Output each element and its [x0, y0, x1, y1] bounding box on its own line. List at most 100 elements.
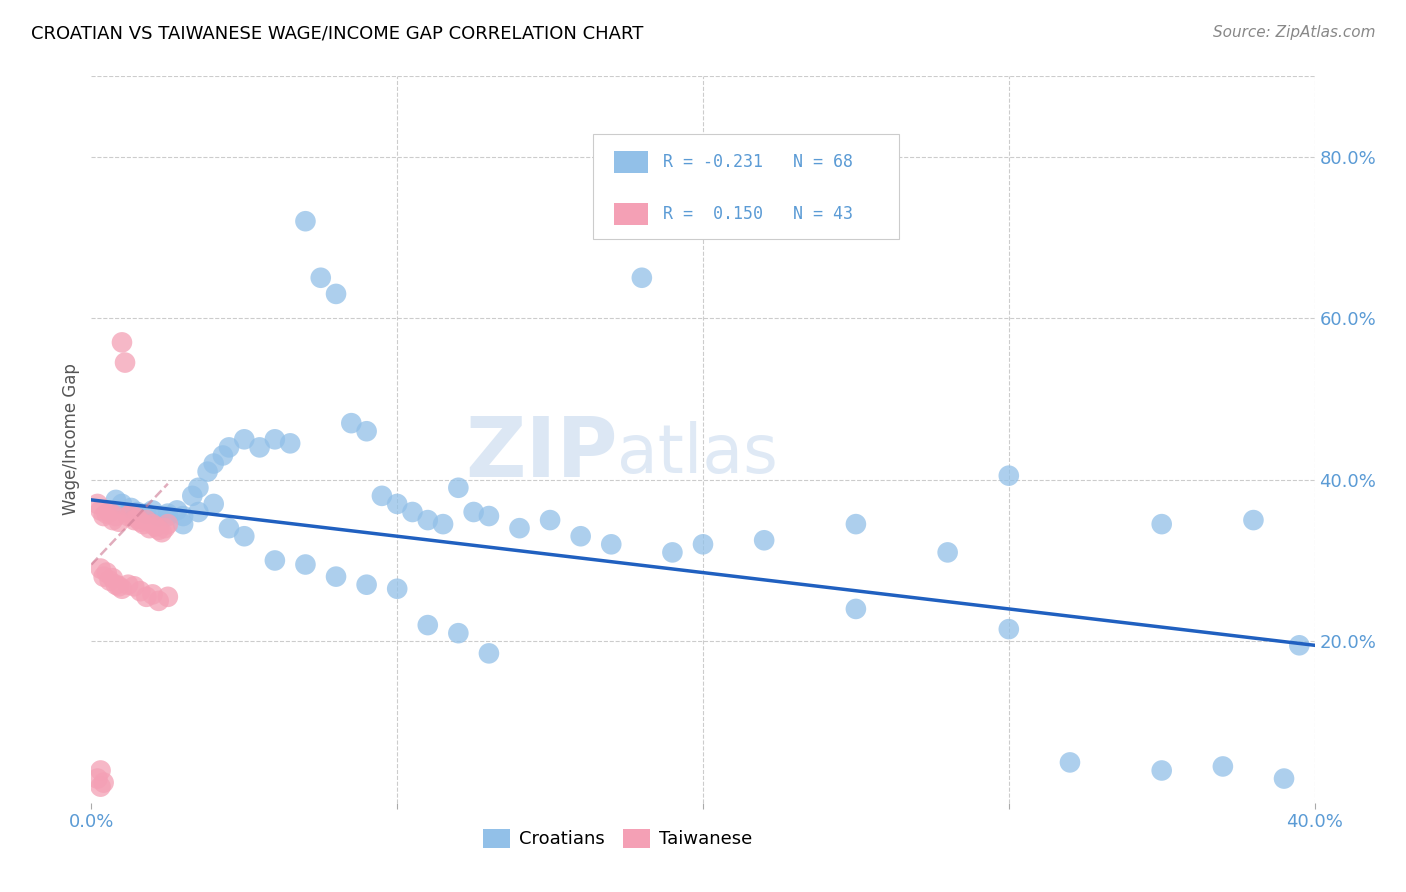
- Point: [202, 497, 225, 511]
- Point: [98, 574, 121, 588]
- Point: [181, 489, 204, 503]
- Point: [325, 287, 347, 301]
- Point: [233, 432, 256, 446]
- Point: [120, 507, 142, 521]
- Point: [90, 764, 112, 778]
- Point: [218, 521, 240, 535]
- Point: [264, 553, 287, 567]
- Point: [114, 355, 136, 369]
- Y-axis label: Wage/Income Gap: Wage/Income Gap: [62, 363, 80, 516]
- Point: [108, 515, 131, 529]
- Point: [309, 270, 332, 285]
- Point: [385, 497, 409, 511]
- Point: [1288, 638, 1310, 652]
- Point: [93, 509, 115, 524]
- Point: [145, 519, 167, 533]
- Point: [278, 436, 301, 450]
- Point: [325, 569, 347, 583]
- Point: [98, 505, 121, 519]
- Text: R =  0.150   N = 43: R = 0.150 N = 43: [662, 205, 852, 223]
- Point: [141, 517, 163, 532]
- Point: [569, 529, 592, 543]
- Point: [172, 509, 194, 524]
- Point: [233, 529, 256, 543]
- Bar: [613, 203, 648, 225]
- Point: [86, 772, 108, 786]
- Point: [432, 517, 454, 532]
- Point: [1212, 759, 1234, 773]
- Point: [478, 509, 501, 524]
- Point: [127, 505, 149, 519]
- Point: [936, 545, 959, 559]
- Point: [108, 579, 131, 593]
- Point: [1150, 517, 1173, 532]
- Point: [117, 509, 139, 524]
- Point: [93, 775, 115, 789]
- Point: [754, 533, 776, 548]
- Point: [138, 521, 160, 535]
- Point: [401, 505, 423, 519]
- Point: [1150, 764, 1173, 778]
- Point: [111, 335, 134, 350]
- Point: [111, 497, 134, 511]
- Point: [166, 503, 188, 517]
- Point: [156, 517, 179, 532]
- Point: [416, 513, 439, 527]
- Point: [148, 509, 170, 524]
- Point: [122, 579, 145, 593]
- Point: [1059, 756, 1081, 770]
- Point: [150, 525, 173, 540]
- Point: [356, 578, 378, 592]
- Point: [104, 492, 127, 507]
- Point: [1243, 513, 1265, 527]
- Point: [340, 416, 363, 430]
- Point: [129, 515, 152, 529]
- Point: [478, 646, 501, 660]
- Point: [120, 500, 142, 515]
- Point: [356, 424, 378, 438]
- Bar: [613, 151, 648, 172]
- Point: [509, 521, 531, 535]
- FancyBboxPatch shape: [593, 134, 898, 239]
- Point: [156, 509, 179, 524]
- Point: [117, 578, 139, 592]
- Point: [148, 594, 170, 608]
- Point: [661, 545, 683, 559]
- Point: [90, 780, 112, 794]
- Point: [294, 214, 316, 228]
- Point: [135, 513, 157, 527]
- Point: [96, 566, 118, 580]
- Point: [104, 509, 127, 524]
- Point: [86, 497, 108, 511]
- Text: CROATIAN VS TAIWANESE WAGE/INCOME GAP CORRELATION CHART: CROATIAN VS TAIWANESE WAGE/INCOME GAP CO…: [31, 25, 644, 43]
- Point: [141, 503, 163, 517]
- Point: [197, 465, 219, 479]
- Point: [111, 582, 134, 596]
- Point: [692, 537, 714, 551]
- Point: [600, 537, 623, 551]
- Point: [104, 578, 127, 592]
- Point: [264, 432, 287, 446]
- Point: [1272, 772, 1295, 786]
- Point: [172, 517, 194, 532]
- Point: [156, 590, 179, 604]
- Point: [156, 507, 179, 521]
- Point: [538, 513, 561, 527]
- Point: [127, 511, 149, 525]
- Point: [385, 582, 409, 596]
- Point: [202, 457, 225, 471]
- Point: [187, 505, 209, 519]
- Point: [129, 584, 152, 599]
- Point: [447, 481, 470, 495]
- Point: [90, 503, 112, 517]
- Point: [371, 489, 394, 503]
- Point: [463, 505, 485, 519]
- Text: atlas: atlas: [617, 421, 779, 487]
- Point: [212, 449, 235, 463]
- Point: [845, 517, 868, 532]
- Point: [187, 481, 209, 495]
- Point: [93, 569, 115, 583]
- Point: [90, 561, 112, 575]
- Point: [101, 513, 124, 527]
- Point: [135, 590, 157, 604]
